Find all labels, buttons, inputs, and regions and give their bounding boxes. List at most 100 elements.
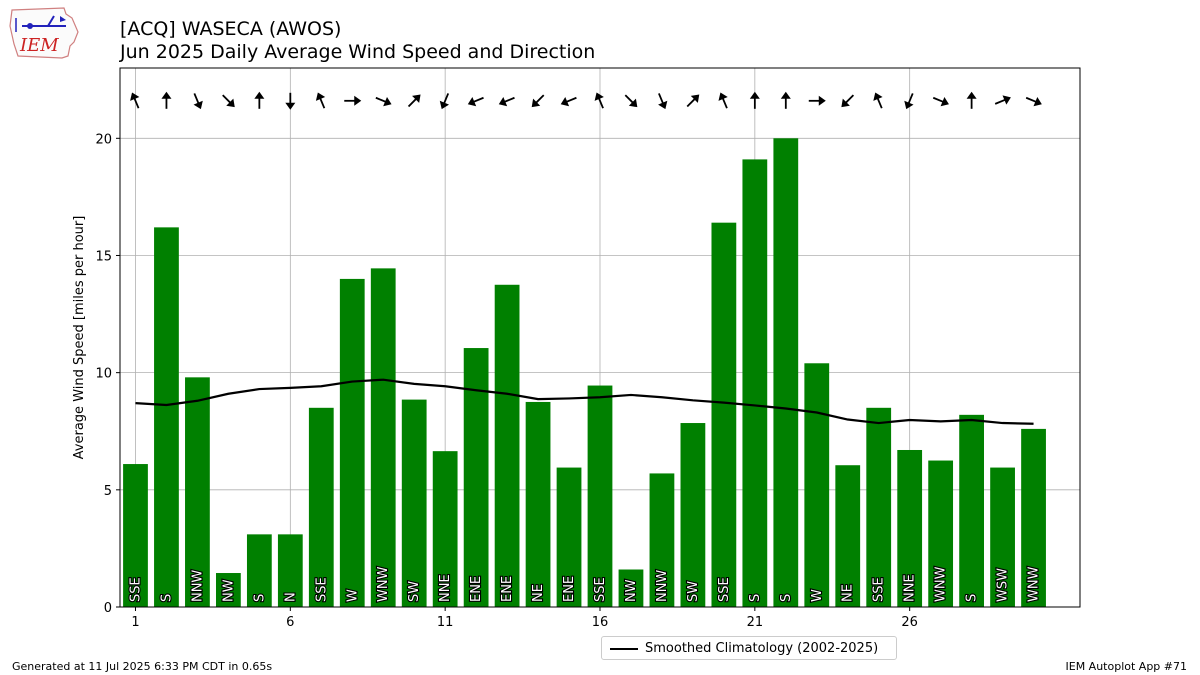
arrow-shaft <box>133 97 140 109</box>
arrow-head <box>412 94 421 103</box>
arrow-head <box>841 98 850 108</box>
direction-label: SW <box>407 581 422 602</box>
wind-direction-arrow-icon <box>193 93 203 110</box>
direction-label: ENE <box>500 576 515 602</box>
chart-title-line2: Jun 2025 Daily Average Wind Speed and Di… <box>120 41 596 63</box>
bar <box>804 363 830 607</box>
bar <box>370 268 396 607</box>
arrow-head <box>904 100 914 110</box>
bar <box>649 473 675 607</box>
chart-legend: Smoothed Climatology (2002-2025) <box>601 636 897 660</box>
bar <box>587 385 613 607</box>
direction-label: SSE <box>717 577 732 602</box>
direction-label: NNW <box>655 570 670 602</box>
direction-label: SSE <box>314 577 329 602</box>
footer-generated: Generated at 11 Jul 2025 6:33 PM CDT in … <box>12 660 273 673</box>
wind-direction-arrow-icon <box>808 95 826 106</box>
footer-app: IEM Autoplot App #71 <box>1065 660 1188 673</box>
wind-direction-arrow-icon <box>594 92 604 109</box>
arrow-shaft <box>844 94 855 104</box>
bar <box>618 569 644 607</box>
arrow-head <box>193 100 203 110</box>
wind-direction-arrow-icon <box>932 96 949 107</box>
wind-direction-arrow-icon <box>531 94 545 108</box>
bar <box>1021 428 1046 607</box>
arrow-head <box>467 96 477 107</box>
climatology-line <box>135 378 1034 425</box>
arrow-shaft <box>535 94 545 104</box>
direction-label: NW <box>221 579 236 602</box>
wind-direction-arrow-icon <box>344 95 362 106</box>
wind-direction-arrow-icon <box>624 94 638 108</box>
arrow-shaft <box>932 96 944 103</box>
wind-direction-arrow-icon <box>560 96 577 107</box>
x-tick-label: 1 <box>131 615 139 630</box>
direction-label: WNW <box>1027 566 1042 602</box>
wind-direction-arrow-icon <box>841 94 855 108</box>
bar <box>216 573 241 607</box>
direction-label: SSE <box>593 577 608 602</box>
arrow-shaft <box>443 93 450 104</box>
direction-label: S <box>965 594 980 602</box>
arrow-head <box>658 100 668 110</box>
bars <box>123 138 1046 608</box>
direction-label: NNE <box>903 574 918 602</box>
bar <box>308 407 334 607</box>
arrow-shaft <box>375 96 387 103</box>
chart-title-line1: [ACQ] WASECA (AWOS) <box>120 18 342 40</box>
wind-direction-arrow-icon <box>994 95 1011 105</box>
iem-logo-text: IEM <box>19 35 59 56</box>
direction-label: ENE <box>562 576 577 602</box>
bar <box>897 449 923 607</box>
arrow-head <box>1033 96 1042 107</box>
bar <box>556 467 582 607</box>
arrow-head <box>285 102 296 110</box>
x-tick-label: 26 <box>901 615 918 630</box>
arrow-shaft <box>721 97 728 109</box>
arrow-shaft <box>624 94 634 104</box>
direction-label: N <box>283 592 298 602</box>
arrow-head <box>254 91 265 99</box>
arrow-shaft <box>319 97 326 109</box>
bar <box>123 464 148 607</box>
arrow-shaft <box>1025 96 1037 103</box>
direction-label: W <box>345 589 360 602</box>
wind-direction-arrow-icon <box>1025 96 1042 107</box>
y-axis-label: Average Wind Speed [miles per hour] <box>72 216 87 460</box>
arrow-head <box>560 96 570 107</box>
arrow-head <box>315 92 326 101</box>
arrow-head <box>940 96 949 107</box>
x-tick-label: 16 <box>592 615 609 630</box>
bar <box>525 401 551 607</box>
direction-label: S <box>159 594 174 602</box>
wind-direction-arrow-icon <box>439 93 450 110</box>
arrow-head <box>628 98 638 108</box>
bar <box>711 222 737 608</box>
direction-label: SW <box>686 581 701 602</box>
arrow-shaft <box>876 97 883 109</box>
bar <box>928 460 954 607</box>
bar <box>866 407 892 607</box>
wind-direction-arrow-icon <box>130 92 140 109</box>
direction-label: S <box>252 594 267 602</box>
bar <box>463 348 489 607</box>
wind-direction-arrow-icon <box>254 91 265 109</box>
wind-direction-arrow-icon <box>718 92 728 109</box>
bar <box>680 423 706 607</box>
direction-label: ENE <box>469 576 484 602</box>
wind-direction-arrow-icon <box>315 92 326 109</box>
bar <box>185 377 210 607</box>
arrow-head <box>873 92 883 101</box>
arrow-head <box>161 91 172 99</box>
arrow-shaft <box>598 97 604 109</box>
wind-direction-arrow-icon <box>904 93 914 110</box>
x-tick-label: 11 <box>437 615 454 630</box>
bar <box>277 534 303 607</box>
wind-direction-arrow-icon <box>407 94 421 108</box>
arrow-shaft <box>503 96 515 103</box>
bar <box>959 414 984 607</box>
wind-direction-arrow-icon <box>658 93 668 110</box>
x-tick-label: 6 <box>286 615 294 630</box>
arrow-head <box>818 95 826 106</box>
